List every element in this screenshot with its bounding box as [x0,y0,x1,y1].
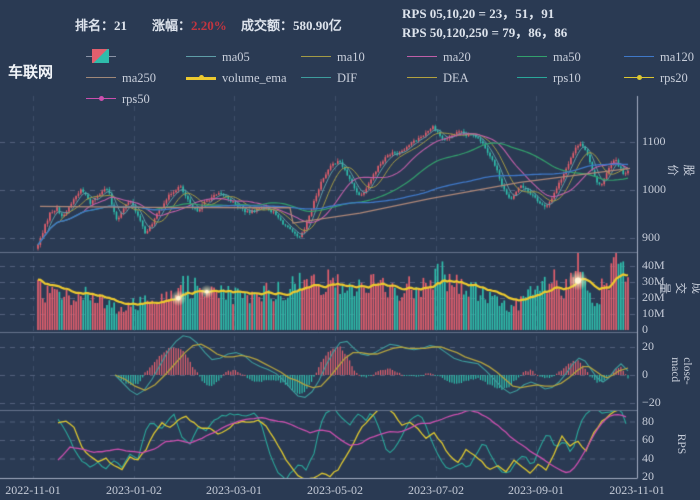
y-tick-label: 20 [642,339,654,353]
rps-summary-line2: RPS 50,120,250 = 79，86，86 [402,25,568,40]
ma250-legend-swatch [86,77,116,78]
y-axis-title: close-macd [669,357,693,385]
x-tick-label: 2022-11-01 [5,483,61,497]
candlestick-legend-icon [92,49,109,63]
y-tick-label: 1100 [642,134,666,148]
rps-summary: RPS 05,10,20 = 23，51，91 RPS 50,120,250 =… [402,4,567,42]
legend-label: rps50 [122,92,150,106]
x-tick-label: 2023-11-01 [609,483,665,497]
y-tick-label: 60 [642,432,654,446]
rank-field: 排名：21 [75,15,127,34]
x-tick-label: 2023-07-02 [408,483,464,497]
x-tick-label: 2023-01-02 [106,483,162,497]
y-tick-label: 0 [642,367,648,381]
y-axis-title: 股价 [666,164,694,177]
ma50-legend-swatch [517,56,547,57]
legend-label: ma120 [660,50,695,64]
turnover-label: 成交额： [241,18,294,33]
x-tick-label: 2023-05-02 [307,483,363,497]
legend-label: DEA [443,71,469,85]
y-tick-label: 20 [642,469,654,483]
y-tick-label: 40 [642,450,654,465]
legend-label: ma250 [122,71,157,85]
sector-title: 车联网 [8,65,54,81]
rps20-legend-marker [637,74,642,80]
rank-value: 21 [114,18,128,33]
rps10-legend-swatch [517,77,547,78]
rps50-legend-marker [99,95,104,101]
y-tick-label: 30M [642,274,665,288]
ma05-legend-swatch [186,56,216,57]
change-label: 涨幅： [152,18,192,33]
legend-label: rps20 [660,71,688,85]
rps-summary-line1: RPS 05,10,20 = 23，51，91 [402,6,555,21]
volume_ema-legend-marker [199,74,204,80]
x-tick-label: 2023-09-01 [508,483,564,497]
legend-label: ma10 [337,50,365,64]
y-tick-label: 10M [642,306,665,320]
y-tick-label: −20 [642,395,661,409]
y-tick-label: 900 [642,230,660,244]
legend-label: ma05 [222,50,250,64]
y-axis-title: RPS [675,433,687,455]
ma20-legend-swatch [407,56,437,57]
ma10-legend-swatch [301,56,331,57]
legend-label: ma50 [553,50,581,64]
y-tick-label: 40M [642,258,665,272]
y-tick-label: 0 [642,322,648,336]
turnover-field: 成交额：580.90亿 [241,15,342,34]
legend-label: ma20 [443,50,471,64]
DEA-legend-swatch [407,77,437,78]
legend-label: rps10 [553,71,581,85]
y-tick-label: 1000 [642,182,666,196]
y-tick-label: 80 [642,413,654,428]
rank-label: 排名： [75,18,115,33]
y-tick-label: 20M [642,290,665,304]
change-value: 2.20% [191,18,227,33]
ma120-legend-swatch [624,56,654,57]
x-tick-label: 2023-03-01 [206,483,262,497]
legend-label: DIF [337,71,358,85]
turnover-value: 580.90亿 [293,18,342,33]
legend-label: volume_ema [222,71,287,85]
change-field: 涨幅：2.20% [152,15,227,34]
DIF-legend-swatch [301,77,331,78]
y-axis-title: 成交量 [658,282,700,295]
